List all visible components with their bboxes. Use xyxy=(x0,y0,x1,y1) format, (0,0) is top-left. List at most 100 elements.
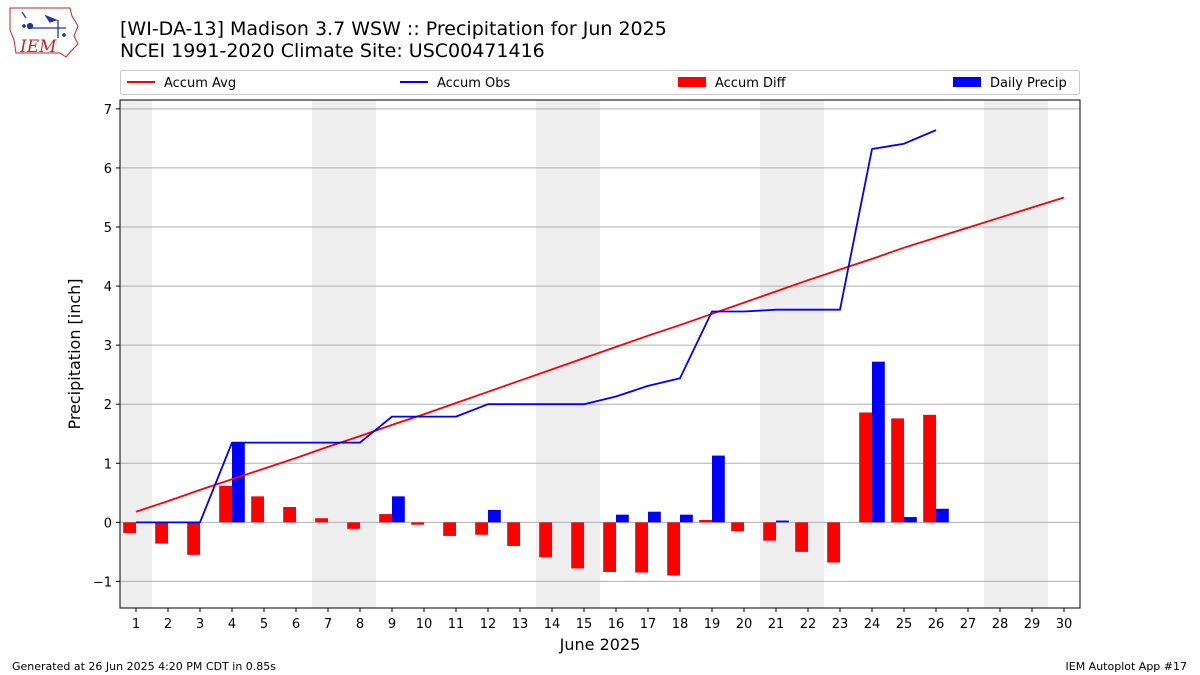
daily-precip-bar xyxy=(680,514,693,523)
y-tick-label: 6 xyxy=(104,162,112,177)
accum-diff-bar xyxy=(539,522,552,558)
y-tick-label: 1 xyxy=(104,457,112,472)
iowa-state-outline xyxy=(9,7,79,58)
x-tick-label: 11 xyxy=(448,617,465,632)
daily-precip-bar xyxy=(776,520,789,523)
accum-diff-bar xyxy=(251,496,264,523)
accum-diff-bar xyxy=(315,518,328,523)
accum-diff-bar xyxy=(411,522,424,525)
accum-diff-bar xyxy=(443,522,456,536)
x-tick-label: 4 xyxy=(228,617,236,632)
chart-title: [WI-DA-13] Madison 3.7 WSW :: Precipitat… xyxy=(120,18,667,40)
accum-diff-bar xyxy=(283,506,296,523)
x-tick-label: 6 xyxy=(292,617,300,632)
accum-diff-bar xyxy=(763,522,776,541)
legend-swatch-accum-diff xyxy=(678,77,706,87)
y-tick-label: −1 xyxy=(93,575,112,590)
legend-label-accum-obs: Accum Obs xyxy=(437,76,510,91)
chart-subtitle: NCEI 1991-2020 Climate Site: USC00471416 xyxy=(120,40,545,62)
accum-diff-bar xyxy=(635,522,648,573)
accum-diff-bar xyxy=(187,522,200,555)
accum-diff-bar xyxy=(795,522,808,552)
x-tick-label: 5 xyxy=(260,617,268,632)
daily-precip-bar xyxy=(648,511,661,523)
weekend-shading xyxy=(120,100,1048,608)
accum-obs-line xyxy=(136,129,937,524)
x-tick-label: 9 xyxy=(388,617,396,632)
x-tick-label: 17 xyxy=(640,617,657,632)
accum-diff-bar xyxy=(923,414,936,523)
y-axis: −1 0 1 2 3 4 5 6 7 xyxy=(93,103,120,590)
weather-station-icon xyxy=(21,11,66,38)
x-tick-label: 10 xyxy=(416,617,433,632)
accum-diff-bar xyxy=(475,522,488,535)
x-axis: 1 2 3 4 5 6 7 8 9 10 11 12 13 14 15 16 17 18 19 20 21 22 23 24 2… xyxy=(132,608,1072,632)
daily-precip-bar xyxy=(616,514,629,523)
x-tick-label: 30 xyxy=(1056,617,1073,632)
daily-precip-bar xyxy=(904,517,917,523)
plot-area-frame xyxy=(119,99,1081,609)
y-tick-label: 5 xyxy=(104,221,112,236)
accum-diff-bar xyxy=(731,522,744,532)
y-tick-label: 7 xyxy=(104,103,112,118)
accum-diff-bar xyxy=(219,485,232,523)
x-tick-label: 3 xyxy=(196,617,204,632)
weekend-band xyxy=(984,100,1048,608)
accum-diff-bar xyxy=(667,522,680,576)
legend-label-daily-precip: Daily Precip xyxy=(990,76,1067,91)
x-tick-label: 22 xyxy=(800,617,817,632)
x-tick-label: 19 xyxy=(704,617,721,632)
daily-precip-bar xyxy=(488,509,501,523)
x-tick-label: 26 xyxy=(928,617,945,632)
x-tick-label: 12 xyxy=(480,617,497,632)
accum-diff-bar xyxy=(827,522,840,563)
x-tick-label: 27 xyxy=(960,617,977,632)
footer-app: IEM Autoplot App #17 xyxy=(1066,660,1188,673)
accum-diff-bar xyxy=(379,514,392,523)
daily-precip-bar xyxy=(392,496,405,523)
x-tick-label: 16 xyxy=(608,617,625,632)
iem-logo[interactable]: IEM xyxy=(9,7,79,58)
gridlines xyxy=(120,108,1080,582)
y-tick-label: 3 xyxy=(104,339,112,354)
y-tick-label: 2 xyxy=(104,398,112,413)
iem-logo-text: IEM xyxy=(19,37,57,57)
daily-precip-bar xyxy=(936,508,949,523)
x-tick-label: 29 xyxy=(1024,617,1041,632)
legend-swatch-daily-precip xyxy=(953,77,981,87)
y-tick-label: 4 xyxy=(104,280,112,295)
x-tick-label: 25 xyxy=(896,617,913,632)
x-tick-label: 23 xyxy=(832,617,849,632)
daily-precip-bar xyxy=(872,361,885,523)
y-tick-label: 0 xyxy=(104,516,112,531)
accum-diff-bar xyxy=(123,522,136,533)
accum-diff-bar xyxy=(891,418,904,523)
accum-diff-bar xyxy=(571,522,584,569)
x-tick-label: 7 xyxy=(324,617,332,632)
line-series xyxy=(135,129,1065,524)
x-tick-label: 14 xyxy=(544,617,561,632)
x-tick-label: 8 xyxy=(356,617,364,632)
accum-diff-bar xyxy=(507,522,520,546)
x-tick-label: 18 xyxy=(672,617,689,632)
accum-avg-line xyxy=(135,196,1065,513)
x-tick-label: 2 xyxy=(164,617,172,632)
x-tick-label: 20 xyxy=(736,617,753,632)
legend-frame xyxy=(120,70,1080,95)
daily-precip-bar xyxy=(712,455,725,523)
y-axis-label: Precipitation [inch] xyxy=(65,278,84,429)
accum-diff-bar xyxy=(859,412,872,523)
x-tick-label: 15 xyxy=(576,617,593,632)
daily-precip-bar xyxy=(232,442,245,523)
x-tick-label: 13 xyxy=(512,617,529,632)
footer-generated: Generated at 26 Jun 2025 4:20 PM CDT in … xyxy=(12,660,276,673)
accum-diff-bar xyxy=(699,519,712,523)
bar-marks xyxy=(123,361,949,576)
legend-label-accum-diff: Accum Diff xyxy=(715,76,787,91)
accum-diff-bar xyxy=(603,522,616,572)
x-tick-label: 21 xyxy=(768,617,785,632)
weekend-band xyxy=(312,100,376,608)
legend-label-accum-avg: Accum Avg xyxy=(164,76,236,91)
x-tick-label: 24 xyxy=(864,617,881,632)
chart-legend: Accum Avg Accum Obs Accum Diff Daily Precip xyxy=(120,70,1080,95)
